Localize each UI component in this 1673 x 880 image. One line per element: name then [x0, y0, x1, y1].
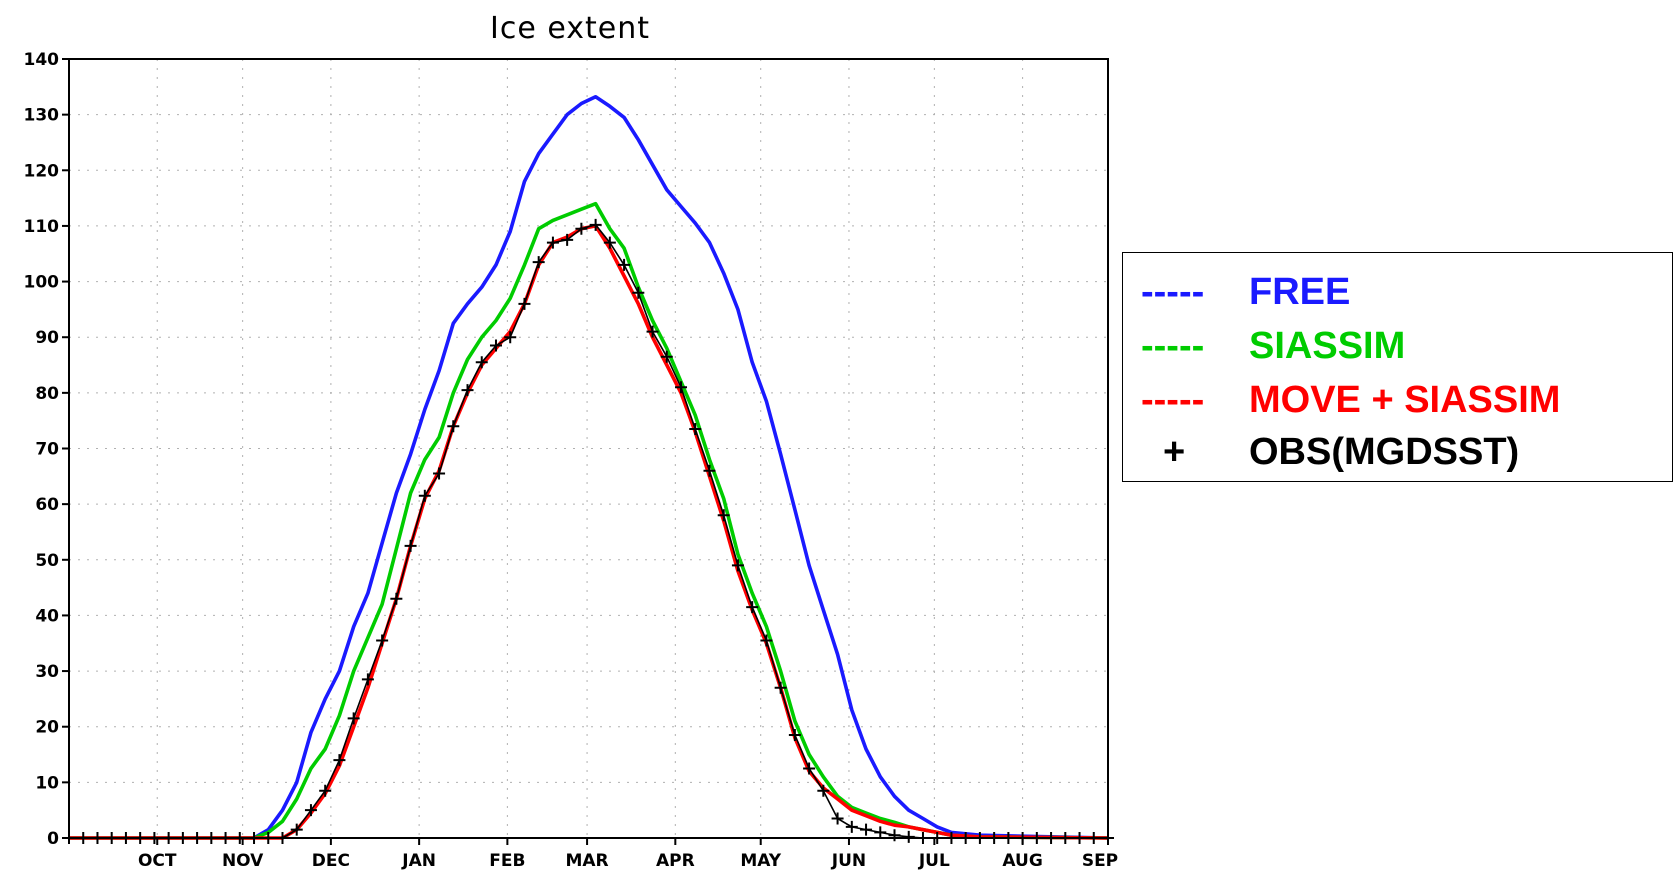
x-tick-label: JUL [918, 851, 950, 871]
obs-marker [689, 423, 702, 436]
obs-marker [347, 712, 360, 725]
y-tick-label: 80 [35, 384, 59, 404]
obs-marker [518, 297, 531, 310]
y-tick-label: 120 [24, 161, 60, 181]
x-tick-label: FEB [489, 851, 525, 871]
obs-marker [803, 762, 816, 775]
obs-marker [376, 634, 389, 647]
obs-marker [603, 236, 616, 249]
obs-marker [788, 729, 801, 742]
y-tick-label: 70 [35, 440, 59, 460]
obs-marker [333, 754, 346, 767]
obs-marker [390, 592, 403, 605]
y-tick-label: 100 [24, 273, 60, 293]
y-tick-label: 60 [35, 495, 59, 515]
y-axis: 0 10 20 30 40 50 60 70 80 90 100 110 120 130 140 [24, 50, 69, 849]
obs-marker [746, 601, 759, 614]
obs-marker [817, 784, 830, 797]
series-layer [63, 95, 1114, 844]
obs-marker [831, 812, 844, 825]
obs-marker [717, 509, 730, 522]
chart-title: Ice extent [490, 11, 650, 46]
obs-marker [618, 258, 631, 271]
x-tick-label: DEC [312, 851, 350, 871]
x-tick-label: SEP [1082, 851, 1118, 871]
obs-marker [304, 804, 317, 817]
y-tick-label: 130 [24, 106, 60, 126]
obs-marker [646, 325, 659, 338]
obs-marker [760, 634, 773, 647]
x-axis: OCT NOV DEC JAN FEB MAR APR MAY JUN JUL AUG SEP [138, 838, 1118, 871]
y-tick-label: 110 [24, 217, 60, 237]
series-line-1 [69, 201, 1109, 840]
obs-marker [845, 820, 858, 833]
obs-marker [902, 830, 915, 843]
obs-marker [475, 356, 488, 369]
y-tick-label: 90 [35, 328, 59, 348]
legend-label: SIASSIM [1249, 325, 1406, 367]
obs-marker [404, 539, 417, 552]
x-tick-label: MAY [740, 851, 781, 871]
series-line-2 [69, 224, 1109, 840]
obs-marker [290, 823, 303, 836]
legend-label: MOVE + SIASSIM [1249, 379, 1561, 421]
obs-marker [888, 829, 901, 842]
legend-line-marker: ----- [1141, 379, 1205, 421]
obs-marker [575, 222, 588, 235]
y-tick-label: 30 [35, 662, 59, 682]
x-tick-label: NOV [222, 851, 264, 871]
obs-marker [319, 784, 332, 797]
obs-marker [447, 420, 460, 433]
y-tick-label: 50 [35, 551, 59, 571]
series-line-0 [69, 95, 1109, 840]
obs-marker [546, 236, 559, 249]
obs-marker [660, 350, 673, 363]
obs-marker [860, 823, 873, 836]
legend-entry-free: ----- FREE [1141, 271, 1350, 315]
y-tick-label: 0 [47, 829, 59, 849]
obs-marker [461, 384, 474, 397]
legend-line-marker: ----- [1141, 271, 1205, 313]
obs-marker [632, 286, 645, 299]
obs-marker [703, 464, 716, 477]
x-tick-label: MAR [565, 851, 608, 871]
legend-label: OBS(MGDSST) [1249, 431, 1520, 473]
x-tick-label: JUN [831, 851, 866, 871]
y-tick-label: 140 [24, 50, 60, 70]
obs-marker [731, 559, 744, 572]
x-tick-label: JAN [401, 851, 436, 871]
x-tick-label: AUG [1002, 851, 1042, 871]
obs-marker [675, 381, 688, 394]
obs-marker [433, 467, 446, 480]
legend-entry-move-siassim: ----- MOVE + SIASSIM [1141, 379, 1560, 423]
x-tick-label: OCT [138, 851, 177, 871]
legend-entry-siassim: ----- SIASSIM [1141, 325, 1405, 369]
y-tick-label: 10 [35, 773, 59, 793]
obs-marker [489, 339, 502, 352]
obs-marker [418, 489, 431, 502]
obs-marker [774, 681, 787, 694]
legend-line-marker: ----- [1141, 325, 1205, 367]
legend-label: FREE [1249, 271, 1351, 313]
obs-marker [874, 826, 887, 839]
obs-marker [361, 673, 374, 686]
obs-marker [504, 331, 517, 344]
obs-marker [532, 256, 545, 269]
y-tick-label: 40 [35, 606, 59, 626]
legend-entry-obs: + OBS(MGDSST) [1141, 431, 1519, 475]
obs-marker [561, 233, 574, 246]
grid-lines [69, 59, 1108, 838]
legend: ----- FREE ----- SIASSIM ----- MOVE + SIASS… [1122, 252, 1673, 482]
series-line-3 [69, 224, 1108, 839]
y-tick-label: 20 [35, 718, 59, 738]
x-tick-label: APR [656, 851, 695, 871]
obs-marker [589, 218, 602, 231]
legend-plus-marker: + [1163, 431, 1186, 473]
